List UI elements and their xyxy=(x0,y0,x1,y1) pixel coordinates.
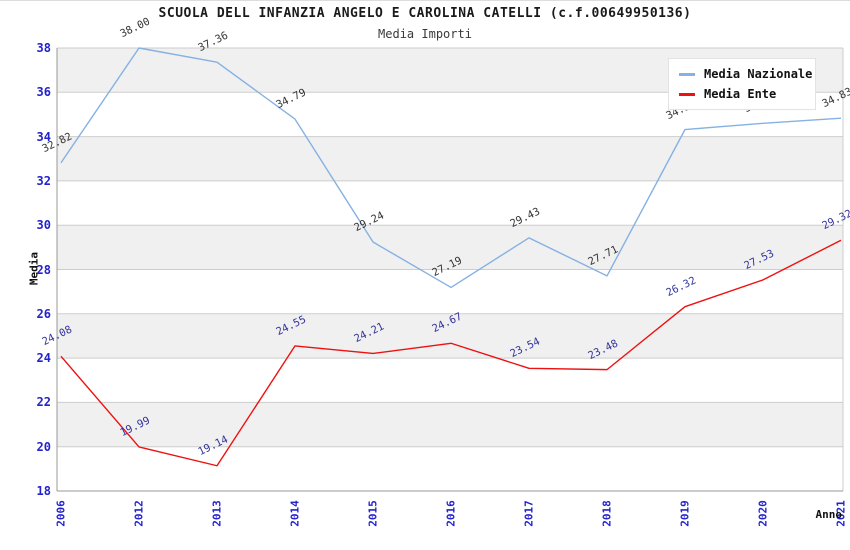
y-tick-label: 38 xyxy=(36,41,51,55)
x-tick-label: 2015 xyxy=(366,500,380,527)
x-tick-label: 2019 xyxy=(678,500,692,527)
x-tick-label: 2016 xyxy=(444,500,458,527)
y-tick-label: 28 xyxy=(36,262,51,277)
legend-item-media-ente: Media Ente xyxy=(669,84,815,104)
y-tick-label: 20 xyxy=(36,439,51,454)
x-tick-label: 2020 xyxy=(756,500,770,527)
grid-band xyxy=(57,269,843,314)
legend-swatch-media-nazionale-icon xyxy=(679,72,695,76)
grid-band xyxy=(57,180,843,226)
chart-title: SCUOLA DELL INFANZIA ANGELO E CAROLINA C… xyxy=(158,6,692,21)
grid-band xyxy=(57,402,843,447)
legend: Media Nazionale Media Ente xyxy=(668,58,816,110)
y-tick-label: 34 xyxy=(36,129,51,144)
legend-label: Media Nazionale xyxy=(704,67,813,81)
grid-band xyxy=(57,313,843,359)
x-tick-label: 2017 xyxy=(522,500,536,527)
x-tick-label: 2014 xyxy=(288,500,302,527)
x-tick-label: 2006 xyxy=(54,500,68,527)
chart-subtitle: Media Importi xyxy=(378,27,472,41)
grid-band xyxy=(57,136,843,181)
x-tick-label: 2018 xyxy=(600,500,614,527)
y-tick-label: 26 xyxy=(36,306,51,321)
legend-swatch-media-ente-icon xyxy=(679,92,695,96)
y-tick-label: 30 xyxy=(36,218,51,233)
y-axis-title: Media xyxy=(27,251,41,286)
legend-label: Media Ente xyxy=(704,87,777,101)
x-tick-label: 2013 xyxy=(210,500,224,527)
grid-band xyxy=(57,446,843,491)
x-tick-label: 2012 xyxy=(132,500,146,527)
x-axis-title: Anno xyxy=(815,508,843,521)
grid-band xyxy=(57,358,843,403)
grid-band xyxy=(57,225,843,270)
y-tick-label: 36 xyxy=(36,85,51,100)
series-line-media-ente xyxy=(60,239,842,467)
y-tick-label: 18 xyxy=(36,484,51,498)
legend-item-media-nazionale: Media Nazionale xyxy=(669,64,815,84)
series-line-media-nazionale xyxy=(60,47,842,289)
y-tick-label: 22 xyxy=(36,395,51,410)
y-tick-label: 24 xyxy=(36,351,51,366)
y-tick-label: 32 xyxy=(36,173,51,188)
